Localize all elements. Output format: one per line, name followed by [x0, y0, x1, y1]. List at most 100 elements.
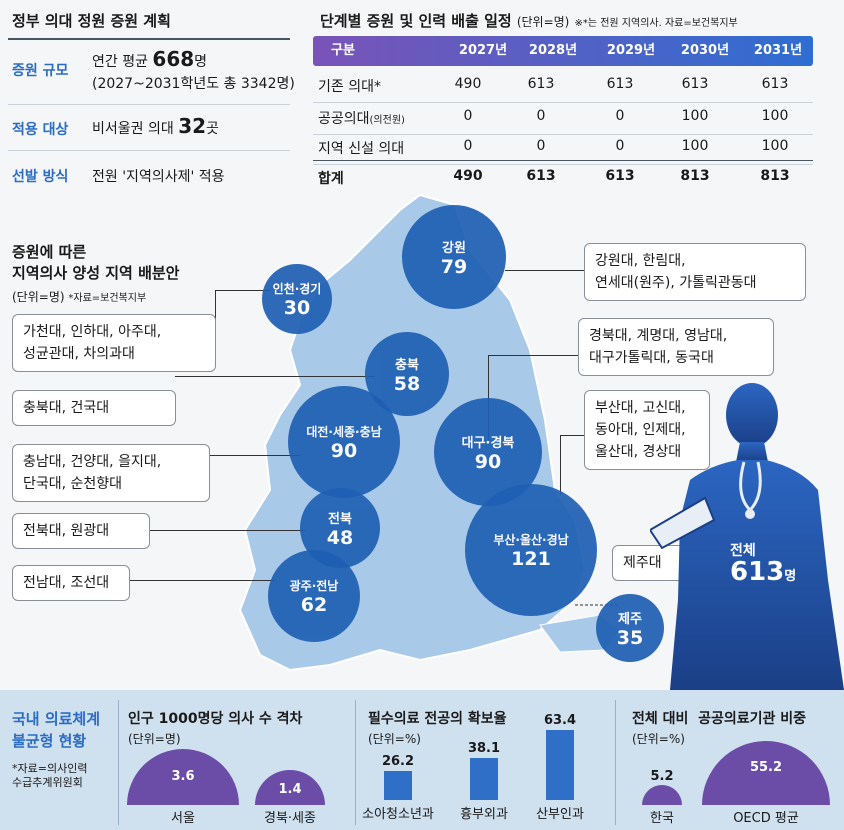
region-circle-gwangju: 광주·전남 62 [268, 550, 360, 642]
map-source: *자료=보건복지부 [68, 293, 147, 304]
plan-label-scale: 증원 규모 [12, 63, 69, 79]
divider [8, 38, 290, 40]
table-row-divider [313, 102, 813, 103]
region-name: 광주·전남 [289, 578, 339, 593]
region-value: 90 [330, 439, 358, 462]
table-header-cell: 2030년 [680, 43, 730, 58]
connector-line [488, 355, 578, 356]
region-name: 인천·경기 [272, 281, 322, 296]
essential-unit: (단위=%) [368, 732, 421, 746]
table-header-cell: 2031년 [753, 43, 803, 58]
region-circle-jeju: 제주 35 [596, 594, 664, 662]
table-header: 구분 2027년 2028년 2029년 2030년 2031년 [313, 36, 813, 66]
public-value: 5.2 [650, 769, 674, 785]
table-row-label: 공공의대(의전원) [318, 111, 405, 127]
region-circle-chungbuk: 충북 58 [365, 332, 449, 416]
region-name: 전북 [328, 511, 352, 527]
divider [355, 700, 356, 825]
university-line: 성균관대, 차의과대 [23, 346, 135, 362]
doctors-label: 경북·세종 [264, 811, 316, 826]
table-cell: 0 [615, 138, 625, 154]
divider [118, 700, 119, 825]
plan-label-method: 선발 방식 [12, 169, 69, 185]
plan-value-unit: 명 [194, 54, 208, 70]
total-number: 613 [730, 557, 785, 587]
connector-line [560, 435, 561, 495]
region-value: 79 [440, 255, 468, 278]
doctor-silhouette-icon [650, 383, 844, 690]
university-box-incheon: 가천대, 인하대, 아주대, 성균관대, 차의과대 [12, 314, 216, 372]
divider [615, 700, 616, 825]
table-row-label: 합계 [318, 171, 344, 187]
connector-line [505, 270, 585, 271]
university-line: 경북대, 계명대, 영남대, [589, 328, 728, 344]
table-cell: 613 [605, 168, 635, 184]
table-cell: 613 [527, 76, 555, 92]
table-unit: (단위=명) [516, 15, 570, 29]
connector-line [175, 376, 375, 377]
university-box-daegu: 경북대, 계명대, 영남대, 대구가톨릭대, 동국대 [578, 318, 774, 376]
bottom-source: *자료=의사인력 수급추계위원회 [12, 762, 87, 790]
region-value: 48 [326, 526, 354, 549]
doctors-label: 서울 [171, 811, 195, 826]
table-row-label: 지역 신설 의대 [318, 141, 405, 157]
university-line: 대구가톨릭대, 동국대 [589, 350, 714, 366]
bottom-source-line2: 수급추계위원회 [12, 776, 83, 789]
table-header-cell: 2027년 [458, 43, 508, 58]
divider [8, 150, 290, 151]
essential-bar [546, 730, 574, 800]
table-note: ※*는 전원 지역의사. 자료=보건복지부 [574, 18, 738, 29]
region-circle-incheon-gyeonggi: 인천·경기 30 [262, 264, 332, 334]
region-circle-daejeon: 대전·세종·충남 90 [288, 386, 400, 498]
region-circle-gangwon: 강원 79 [402, 205, 506, 309]
table-cell: 490 [453, 168, 483, 184]
table-title: 단계별 증원 및 인력 배출 일정 (단위=명) ※*는 전원 지역의사. 자료… [320, 10, 738, 31]
plan-value-line2: (2027~2031학년도 총 3342명) [92, 76, 295, 92]
doctors-value: 3.6 [171, 768, 195, 784]
table-row-label: 기존 의대* [318, 79, 381, 95]
divider [313, 160, 813, 161]
connector-line [560, 435, 590, 436]
table-cell: 813 [760, 168, 790, 184]
university-line: 동아대, 인제대, [595, 422, 686, 438]
university-line: 단국대, 순천향대 [23, 476, 123, 492]
university-line: 전남대, 조선대 [23, 575, 110, 591]
map-unit-text: (단위=명) [12, 290, 65, 304]
connector-line [215, 290, 216, 320]
table-cell: 0 [536, 138, 546, 154]
university-box-busan: 부산대, 고신대, 동아대, 인제대, 울산대, 경상대 [584, 390, 710, 470]
university-line: 충북대, 건국대 [23, 400, 110, 416]
table-header-cell: 구분 [331, 43, 355, 58]
table-cell: 613 [526, 168, 556, 184]
map-title-line2: 지역의사 양성 지역 배분안 [12, 264, 180, 282]
essential-title: 필수의료 전공의 확보율 [368, 711, 507, 727]
region-name: 충북 [395, 357, 419, 373]
plan-value-big: 32 [178, 114, 207, 138]
connector-line [215, 290, 270, 291]
essential-bar [384, 771, 412, 800]
table-cell: 813 [680, 168, 710, 184]
university-line: 연세대(원주), 가톨릭관동대 [595, 275, 757, 291]
table-row-sublabel: (의전원) [369, 115, 405, 126]
plan-value-big: 668 [152, 47, 195, 71]
divider [8, 104, 290, 105]
university-line: 제주대 [623, 555, 662, 571]
table-cell: 613 [606, 76, 634, 92]
total-value: 613명 [730, 557, 796, 587]
essential-label: 흉부외과 [460, 807, 508, 822]
region-value: 90 [474, 450, 502, 473]
doctors-unit: (단위=명) [128, 732, 181, 746]
plan-value-text: 비서울권 의대 [92, 121, 179, 137]
table-header-cell: 2028년 [528, 43, 578, 58]
region-value: 62 [300, 593, 328, 616]
university-line: 울산대, 경상대 [595, 444, 682, 460]
region-name: 제주 [618, 611, 642, 627]
table-cell: 100 [681, 138, 709, 154]
table-cell: 0 [615, 108, 625, 124]
region-value: 30 [283, 296, 311, 319]
region-value: 121 [511, 547, 551, 570]
plan-value-scale: 연간 평균 668명 (2027~2031학년도 총 3342명) [92, 48, 295, 95]
essential-label: 소아청소년과 [362, 807, 434, 822]
table-cell: 0 [463, 108, 473, 124]
region-name: 대구·경북 [461, 435, 515, 451]
